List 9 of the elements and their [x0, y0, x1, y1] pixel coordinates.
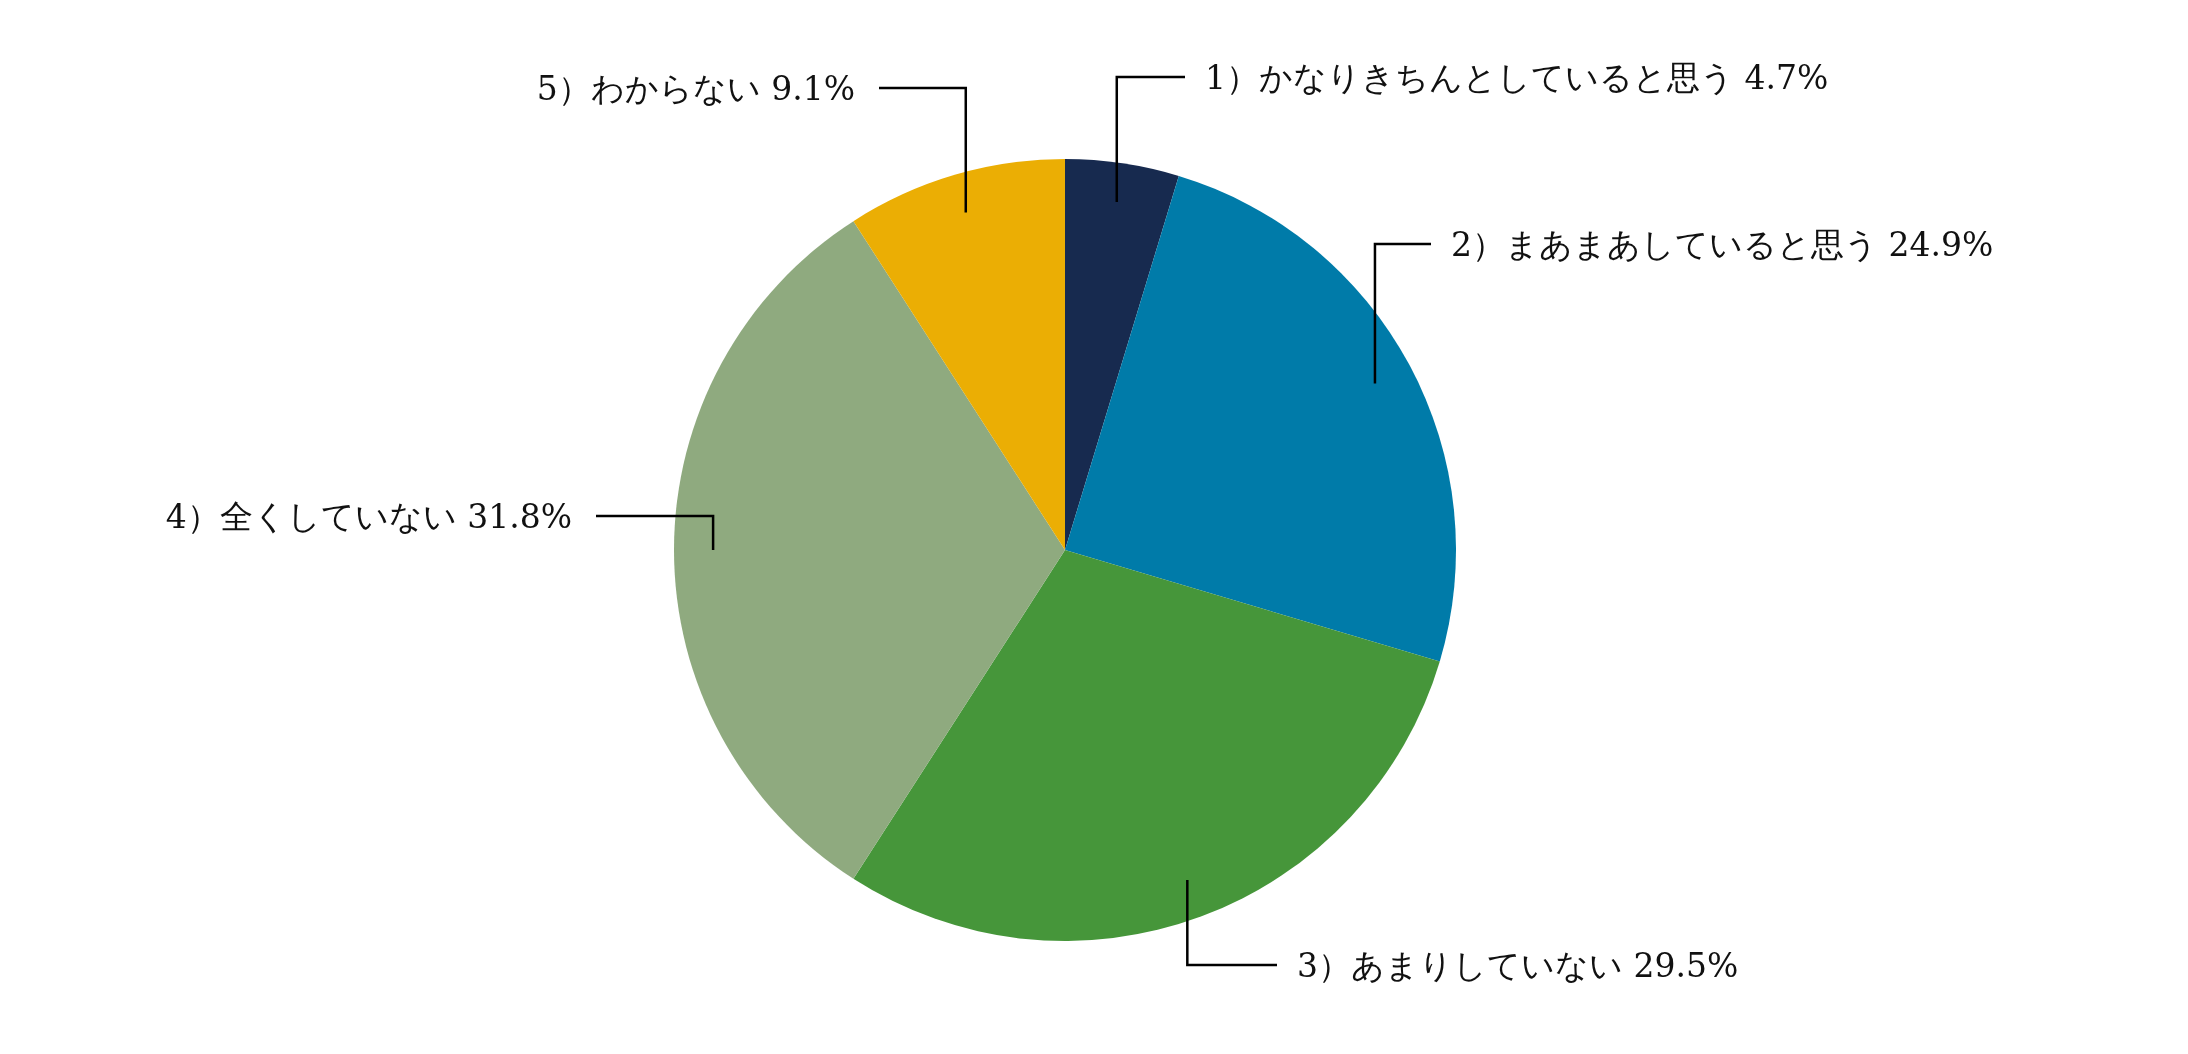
slice-label: 5）わからない 9.1%	[536, 68, 855, 108]
slice-label: 2）まあまあしていると思う 24.9%	[1451, 224, 1994, 264]
pie-slice	[674, 221, 1065, 879]
slice-label: 4）全くしていない 31.8%	[165, 496, 572, 536]
slice-label: 3）あまりしていない 29.5%	[1297, 945, 1739, 985]
slice-label: 1）かなりきちんとしていると思う 4.7%	[1205, 57, 1829, 97]
pie-slice	[853, 159, 1065, 550]
pie-slice	[1065, 159, 1179, 550]
pie-slice	[853, 550, 1440, 941]
